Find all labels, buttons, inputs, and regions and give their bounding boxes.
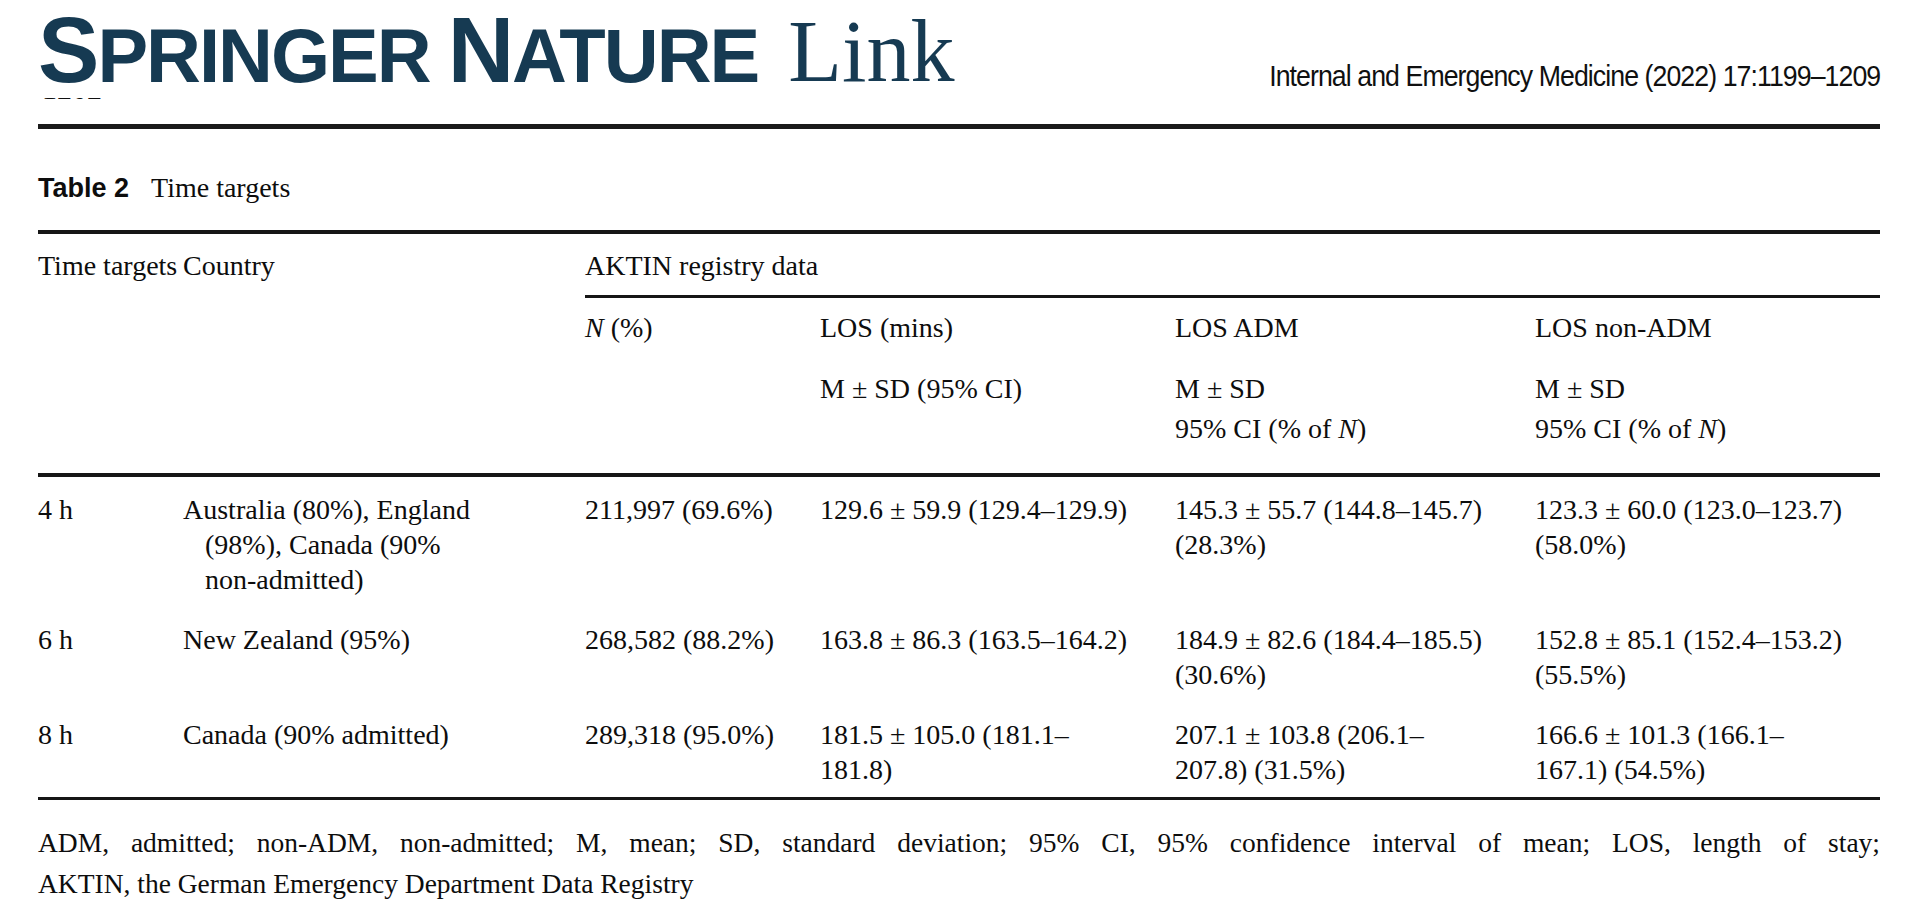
- cell-country: Australia (80%), England (98%), Canada (…: [183, 475, 585, 607]
- subheader-los-non-adm-msd: M ± SD 95% CI (% of N): [1535, 345, 1880, 475]
- cell-time-target: 6 h: [38, 607, 183, 702]
- journal-citation: Internal and Emergency Medicine (2022) 1…: [1269, 60, 1880, 93]
- cell-time-target: 8 h: [38, 702, 183, 799]
- logo-word-link: Link: [788, 8, 954, 96]
- table-row-4h: 4 h Australia (80%), England (98%), Cana…: [38, 475, 1880, 607]
- logo-word-springer: Springer: [38, 4, 430, 96]
- footnote-abbreviations: ADM, admitted; non-ADM, non-admitted; M,…: [38, 822, 1880, 863]
- table-row-6h: 6 h New Zealand (95%) 268,582 (88.2%) 16…: [38, 607, 1880, 702]
- n-symbol: N: [1338, 413, 1357, 444]
- cell-country: Canada (90% admitted): [183, 702, 585, 799]
- cell-los-non-adm: 166.6 ± 101.3 (166.1– 167.1) (54.5%): [1535, 702, 1880, 799]
- subheader-los-adm-msd: M ± SD 95% CI (% of N): [1175, 345, 1535, 475]
- header-divider: [38, 124, 1880, 129]
- cell-n-percent: 289,318 (95.0%): [585, 702, 820, 799]
- table-caption-label: Table 2: [38, 173, 129, 204]
- cell-n-percent: 268,582 (88.2%): [585, 607, 820, 702]
- table-row-8h: 8 h Canada (90% admitted) 289,318 (95.0%…: [38, 702, 1880, 799]
- cell-los-mins: 129.6 ± 59.9 (129.4–129.9): [820, 475, 1175, 607]
- table-caption: Table 2 Time targets: [38, 172, 1880, 204]
- cell-country: New Zealand (95%): [183, 607, 585, 702]
- cell-los-non-adm: 152.8 ± 85.1 (152.4–153.2) (55.5%): [1535, 607, 1880, 702]
- subheader-los-msd-ci: M ± SD (95% CI): [820, 345, 1175, 475]
- article-page: 1202 Springer Nature Link Internal and E…: [0, 0, 1920, 901]
- footnote-aktin-definition: AKTIN, the German Emergency Department D…: [38, 863, 1880, 901]
- col-header-country: Country: [183, 232, 585, 475]
- table-caption-title: Time targets: [151, 172, 290, 204]
- cell-los-adm: 184.9 ± 82.6 (184.4–185.5) (30.6%): [1175, 607, 1535, 702]
- col-group-aktin-registry-data: AKTIN registry data: [585, 232, 1880, 297]
- cell-los-adm: 145.3 ± 55.7 (144.8–145.7) (28.3%): [1175, 475, 1535, 607]
- subheader-n-empty: [585, 345, 820, 475]
- logo-word-nature: Nature: [448, 4, 759, 96]
- table-footnote: ADM, admitted; non-ADM, non-admitted; M,…: [38, 822, 1880, 901]
- col-header-los-adm: LOS ADM: [1175, 297, 1535, 346]
- col-header-los-mins: LOS (mins): [820, 297, 1175, 346]
- cell-los-adm: 207.1 ± 103.8 (206.1– 207.8) (31.5%): [1175, 702, 1535, 799]
- col-header-time-targets: Time targets: [38, 232, 183, 475]
- time-targets-table: Time targets Country AKTIN registry data…: [38, 230, 1880, 800]
- col-header-n-percent: N (%): [585, 297, 820, 346]
- cell-los-mins: 163.8 ± 86.3 (163.5–164.2): [820, 607, 1175, 702]
- site-header: 1202 Springer Nature Link Internal and E…: [38, 0, 1880, 130]
- cell-los-non-adm: 123.3 ± 60.0 (123.0–123.7) (58.0%): [1535, 475, 1880, 607]
- springer-nature-link-logo[interactable]: Springer Nature Link: [32, 6, 968, 98]
- cell-time-target: 4 h: [38, 475, 183, 607]
- cell-n-percent: 211,997 (69.6%): [585, 475, 820, 607]
- col-header-los-non-adm: LOS non-ADM: [1535, 297, 1880, 346]
- n-symbol: N: [1698, 413, 1717, 444]
- n-symbol: N: [585, 312, 604, 343]
- cell-los-mins: 181.5 ± 105.0 (181.1– 181.8): [820, 702, 1175, 799]
